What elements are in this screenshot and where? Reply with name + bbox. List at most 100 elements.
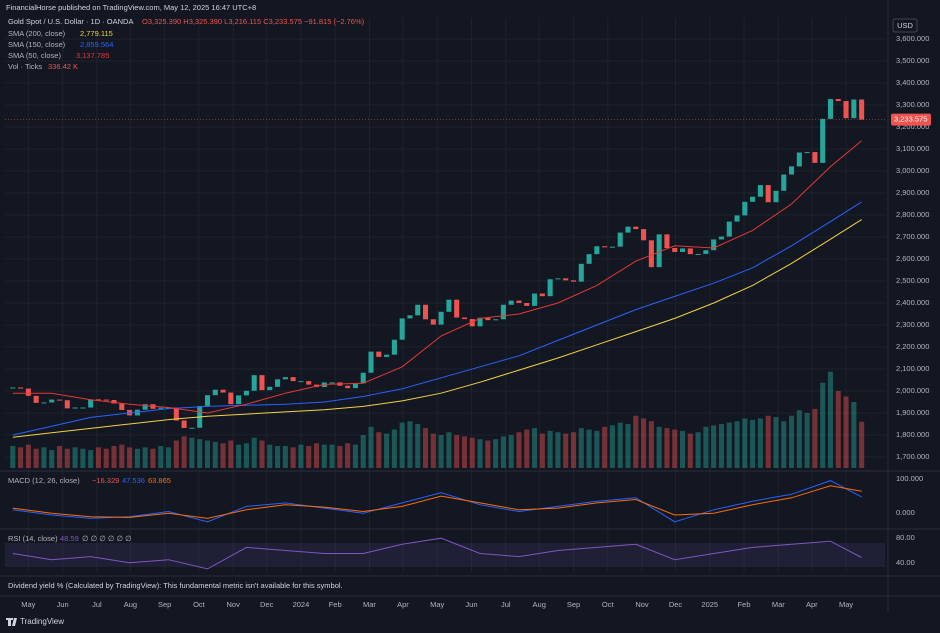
volume-bar <box>290 447 296 468</box>
candle <box>695 253 701 255</box>
candle <box>430 319 436 325</box>
legend-value: 2,859.564 <box>80 40 113 49</box>
grid-layer <box>5 18 885 572</box>
candle <box>539 293 545 297</box>
candle <box>664 234 670 248</box>
legend-label: SMA (50, close) <box>8 51 61 60</box>
legend-value: 3,137.785 <box>76 51 109 60</box>
y-tick-label: 2,000.000 <box>896 386 929 395</box>
candle <box>228 392 234 405</box>
candle <box>508 300 514 305</box>
x-tick-label: Nov <box>635 600 649 609</box>
volume-bar <box>493 439 499 468</box>
macd-value: −16.329 <box>92 476 119 485</box>
candle <box>352 383 358 389</box>
candle <box>757 185 763 197</box>
volume-bar <box>33 448 39 468</box>
brand-logo <box>6 618 17 626</box>
candle <box>827 99 834 119</box>
candle <box>454 299 460 318</box>
x-tick-label: Mar <box>772 600 785 609</box>
x-tick-label: Oct <box>602 600 615 609</box>
candle <box>718 236 724 240</box>
macd-value: 63.865 <box>148 476 171 485</box>
candle <box>49 399 55 403</box>
y-tick-label: 2,200.000 <box>896 342 929 351</box>
volume-bar <box>376 432 382 468</box>
candle <box>602 246 608 248</box>
candle <box>10 387 16 389</box>
candle <box>679 248 686 252</box>
volume-bar <box>72 447 78 468</box>
volume-bar <box>508 435 514 468</box>
volume-bar <box>150 448 156 468</box>
x-tick-label: Apr <box>806 600 818 609</box>
volume-bar <box>259 440 265 468</box>
candle <box>493 319 499 321</box>
volume-bar <box>103 448 109 468</box>
candle <box>648 240 654 268</box>
x-tick-label: Oct <box>193 600 206 609</box>
sma-line <box>12 201 862 436</box>
volume-bar <box>10 446 16 468</box>
x-tick-label: Dec <box>669 600 683 609</box>
volume-bar <box>181 436 187 468</box>
volume-bar <box>734 421 740 468</box>
mark-layer <box>5 99 885 570</box>
x-tick-label: Nov <box>227 600 241 609</box>
legend-label: SMA (150, close) <box>8 40 66 49</box>
sma-line <box>12 219 862 438</box>
candle <box>812 152 818 163</box>
candle <box>789 166 795 175</box>
currency-box[interactable] <box>892 18 918 33</box>
volume-bar <box>781 421 787 468</box>
volume-bar <box>49 450 55 468</box>
volume-bar <box>111 446 117 468</box>
currency[interactable]: USD <box>897 21 913 30</box>
volume-bar <box>570 432 577 468</box>
volume-bar <box>119 444 125 468</box>
candle <box>119 403 125 410</box>
volume-bar <box>555 432 561 468</box>
legend-label: SMA (200, close) <box>8 29 66 38</box>
x-tick-label: Aug <box>124 600 137 609</box>
notice: Dividend yield % (Calculated by TradingV… <box>8 581 343 590</box>
volume-bar <box>95 447 101 468</box>
candle <box>25 388 31 396</box>
x-tick-label: Feb <box>329 600 342 609</box>
candle <box>399 318 405 340</box>
volume-bar <box>275 446 281 468</box>
candle <box>438 311 444 325</box>
candle <box>251 375 257 391</box>
volume-bar <box>586 429 592 468</box>
candle <box>391 339 397 355</box>
candle <box>804 152 810 154</box>
volume-bar <box>313 443 320 468</box>
legend-label: Vol · Ticks <box>8 62 42 71</box>
candle <box>236 395 242 405</box>
candle <box>290 377 296 382</box>
candle <box>267 386 273 391</box>
candle <box>95 399 101 401</box>
header: FinancialHorse published on TradingView.… <box>6 3 256 12</box>
candle <box>555 278 561 280</box>
last-price-box <box>891 113 931 126</box>
volume-bar <box>384 433 390 468</box>
volume-bar <box>228 440 234 468</box>
candle <box>796 152 802 167</box>
volume-bar <box>267 444 273 468</box>
volume-bar <box>329 444 335 468</box>
y-tick-label: 2,800.000 <box>896 210 929 219</box>
candle <box>672 248 678 252</box>
volume-bar <box>243 443 249 468</box>
volume-bar <box>695 432 701 468</box>
y-tick-label: 2,500.000 <box>896 276 929 285</box>
candle <box>243 390 249 396</box>
candle <box>516 300 522 303</box>
candle <box>773 190 779 203</box>
x-tick-label: 2025 <box>701 600 718 609</box>
y-tick-label: 1,900.000 <box>896 408 929 417</box>
candle <box>765 185 771 203</box>
candle <box>609 246 615 248</box>
